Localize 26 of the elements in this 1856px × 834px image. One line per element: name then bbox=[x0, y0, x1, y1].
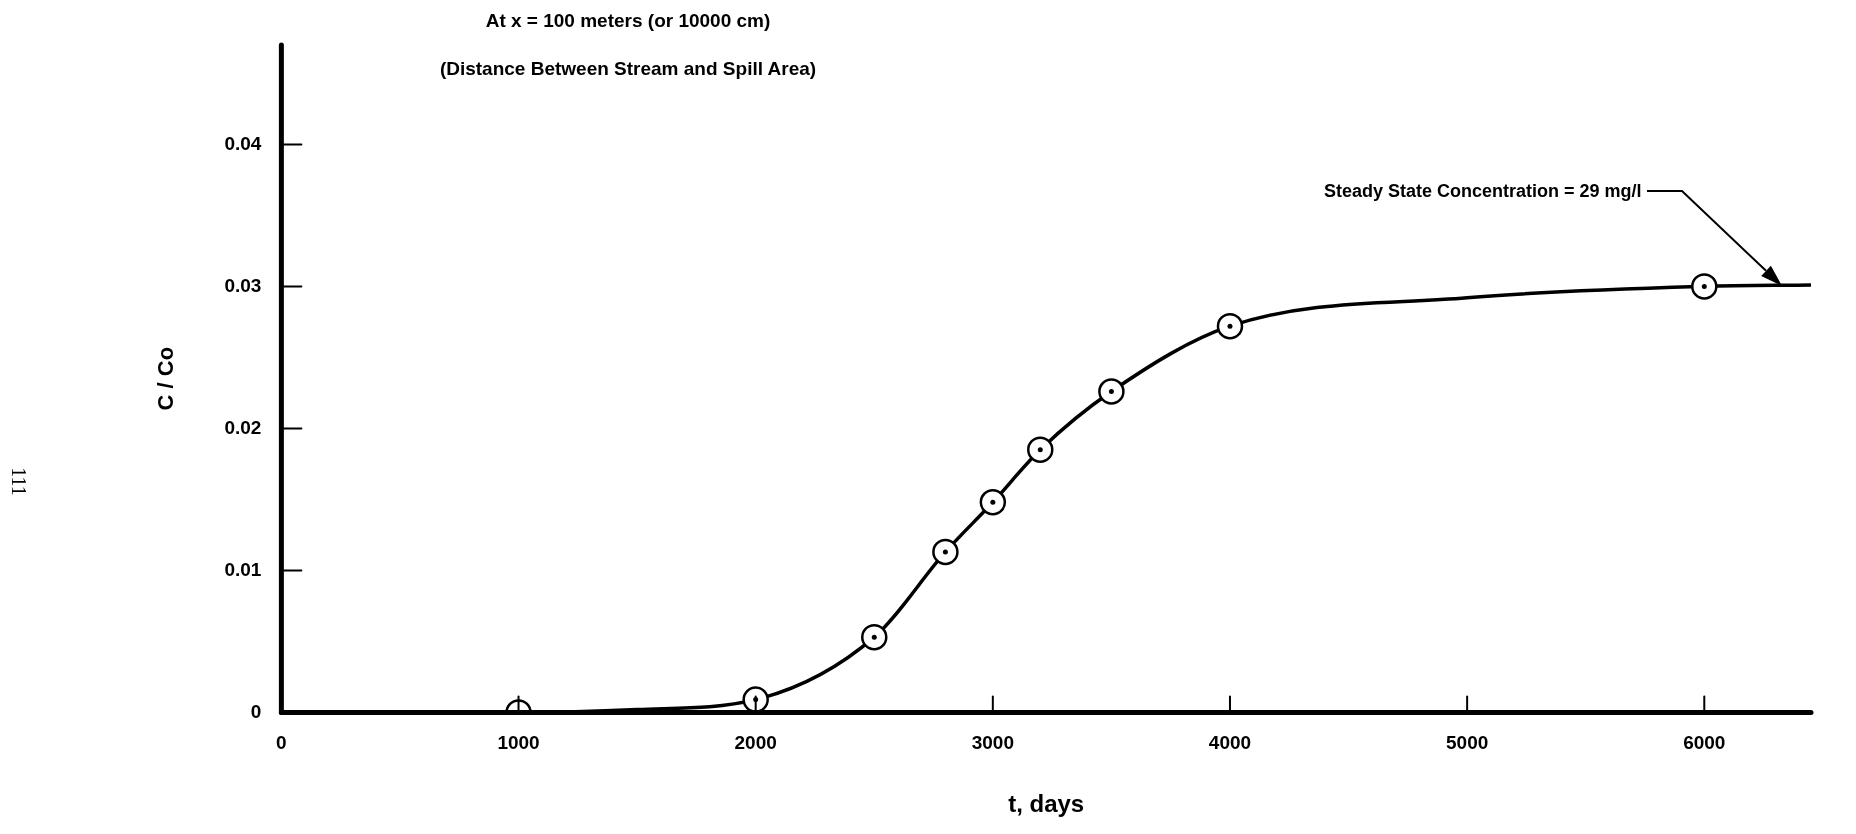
text: 111 bbox=[6, 467, 30, 496]
y-tick-label: 0.01 bbox=[224, 558, 262, 580]
point bbox=[979, 488, 1007, 516]
x-tick-label: 5000 bbox=[1445, 732, 1489, 754]
x-tick-label: 4000 bbox=[1208, 732, 1252, 754]
point bbox=[932, 538, 959, 566]
y-tick-label: 0 bbox=[250, 700, 262, 722]
point bbox=[861, 623, 888, 651]
text: (Distance Between Stream and Spill Area) bbox=[439, 58, 817, 80]
y-tick-label: 0.03 bbox=[224, 274, 262, 296]
point bbox=[742, 686, 769, 713]
point bbox=[1216, 312, 1244, 340]
point bbox=[1027, 436, 1054, 463]
chart-title: At x = 100 meters (or 10000 cm) bbox=[485, 10, 771, 32]
point bbox=[1098, 378, 1125, 405]
x-tick-label: 1000 bbox=[497, 732, 540, 754]
y-tick-label: 0.04 bbox=[224, 132, 262, 154]
x-axis-title: t, days bbox=[1008, 790, 1085, 818]
x-tick-label: 3000 bbox=[971, 732, 1014, 754]
x-tick-label: 0 bbox=[276, 732, 287, 754]
x-tick-label: 6000 bbox=[1683, 732, 1726, 754]
y-axis-title: C / Co bbox=[153, 346, 179, 411]
x-tick-label: 2000 bbox=[734, 732, 777, 754]
annotation: Steady State Concentration = 29 mg/l bbox=[1324, 180, 1642, 202]
point bbox=[1691, 273, 1718, 300]
y-tick-label: 0.02 bbox=[224, 416, 262, 438]
